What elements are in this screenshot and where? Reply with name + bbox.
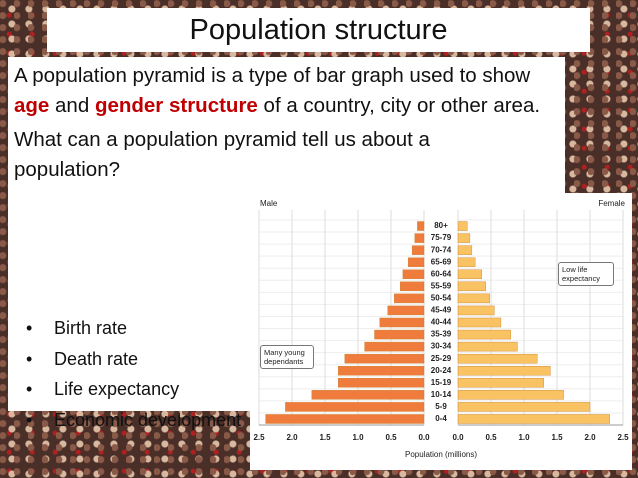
x-tick-label: 1.5 [319, 433, 331, 442]
bar [457, 305, 495, 316]
bar [457, 378, 545, 388]
bar [285, 402, 425, 412]
bar [265, 414, 425, 424]
slide-title: Population structure [47, 8, 590, 52]
x-tick-label: 2.5 [617, 433, 629, 442]
category-label: 0-4 [435, 414, 447, 423]
category-label: 75-79 [431, 233, 452, 242]
chart-box: 0.0 0.0 0.5 0.5 1.0 1.0 1.5 1.5 2.0 2.0 2.5 2.5 Male… [250, 193, 632, 470]
bullet: Birth rate [26, 313, 241, 344]
bar [457, 341, 518, 352]
bar [400, 281, 425, 292]
x-tick-label: 0.5 [485, 433, 497, 442]
category-label: 15-19 [431, 378, 452, 387]
bar [344, 353, 425, 364]
bar [457, 353, 538, 364]
category-label: 45-49 [431, 306, 452, 315]
category-label: 60-64 [431, 269, 452, 278]
text-run: of a country, city or other area. [257, 94, 541, 117]
bar [387, 305, 425, 316]
bar [402, 269, 425, 279]
bar [457, 281, 486, 292]
chart: 0.0 0.0 0.5 0.5 1.0 1.0 1.5 1.5 2.0 2.0 2.5 2.5 Male… [253, 199, 629, 459]
bar [457, 245, 473, 255]
category-label: 20-24 [431, 366, 452, 375]
annotation: Low life expectancy [558, 262, 614, 286]
bar [417, 221, 425, 231]
category-label: 80+ [434, 221, 448, 230]
bullet: Life expectancy [26, 374, 241, 405]
bar [311, 390, 425, 400]
bar [457, 233, 471, 243]
x-tick-label: 1.0 [352, 433, 364, 442]
paragraph: A population pyramid is a type of bar gr… [14, 61, 559, 121]
bar [407, 257, 425, 267]
bar [457, 366, 551, 376]
bar [374, 329, 425, 340]
bar [457, 257, 476, 267]
x-tick-label: 2.0 [584, 433, 596, 442]
category-label: 50-54 [431, 293, 452, 302]
x-tick-label: 2.0 [286, 433, 298, 442]
bar [414, 233, 425, 243]
bar [457, 414, 611, 424]
bullet: Death rate [26, 344, 241, 375]
highlight: age [14, 94, 50, 117]
x-tick-label: 0.0 [452, 433, 464, 442]
bullet-list: Birth rate Death rate Life expectancy Ec… [26, 313, 241, 435]
bar [411, 245, 425, 255]
bar [457, 317, 502, 328]
highlight: gender structure [94, 94, 258, 117]
paragraph: What can a population pyramid tell us ab… [14, 128, 430, 181]
x-tick-label: 0.5 [385, 433, 397, 442]
category-label: 10-14 [431, 390, 452, 399]
bullet: Economic development [26, 405, 241, 436]
category-label: 65-69 [431, 257, 452, 266]
x-axis-title: Population (millions) [405, 450, 477, 459]
category-label: 70-74 [431, 245, 452, 254]
x-tick-label: 2.5 [253, 433, 265, 442]
category-label: 25-29 [431, 354, 452, 363]
bar [457, 293, 490, 304]
text-run: and [49, 94, 95, 117]
legend-label: Female [598, 199, 625, 208]
bar [337, 366, 425, 376]
text-run: A population pyramid is a type of bar gr… [14, 64, 531, 87]
category-label: 35-39 [431, 330, 452, 339]
bar [457, 221, 468, 231]
bar [394, 293, 425, 304]
x-tick-label: 1.0 [518, 433, 530, 442]
annotation: Many young dependants [260, 345, 314, 369]
bar [457, 402, 591, 412]
category-label: 55-59 [431, 281, 452, 290]
bar [457, 269, 482, 279]
legend-label: Male [260, 199, 278, 208]
category-label: 30-34 [431, 342, 452, 351]
category-label: 5-9 [435, 402, 447, 411]
bar [364, 341, 425, 352]
bar [457, 390, 564, 400]
x-tick-label: 1.5 [551, 433, 563, 442]
bar [457, 329, 511, 340]
bar [379, 317, 425, 328]
x-tick-label: 0.0 [418, 433, 430, 442]
category-label: 40-44 [431, 318, 452, 327]
bar [337, 378, 425, 388]
